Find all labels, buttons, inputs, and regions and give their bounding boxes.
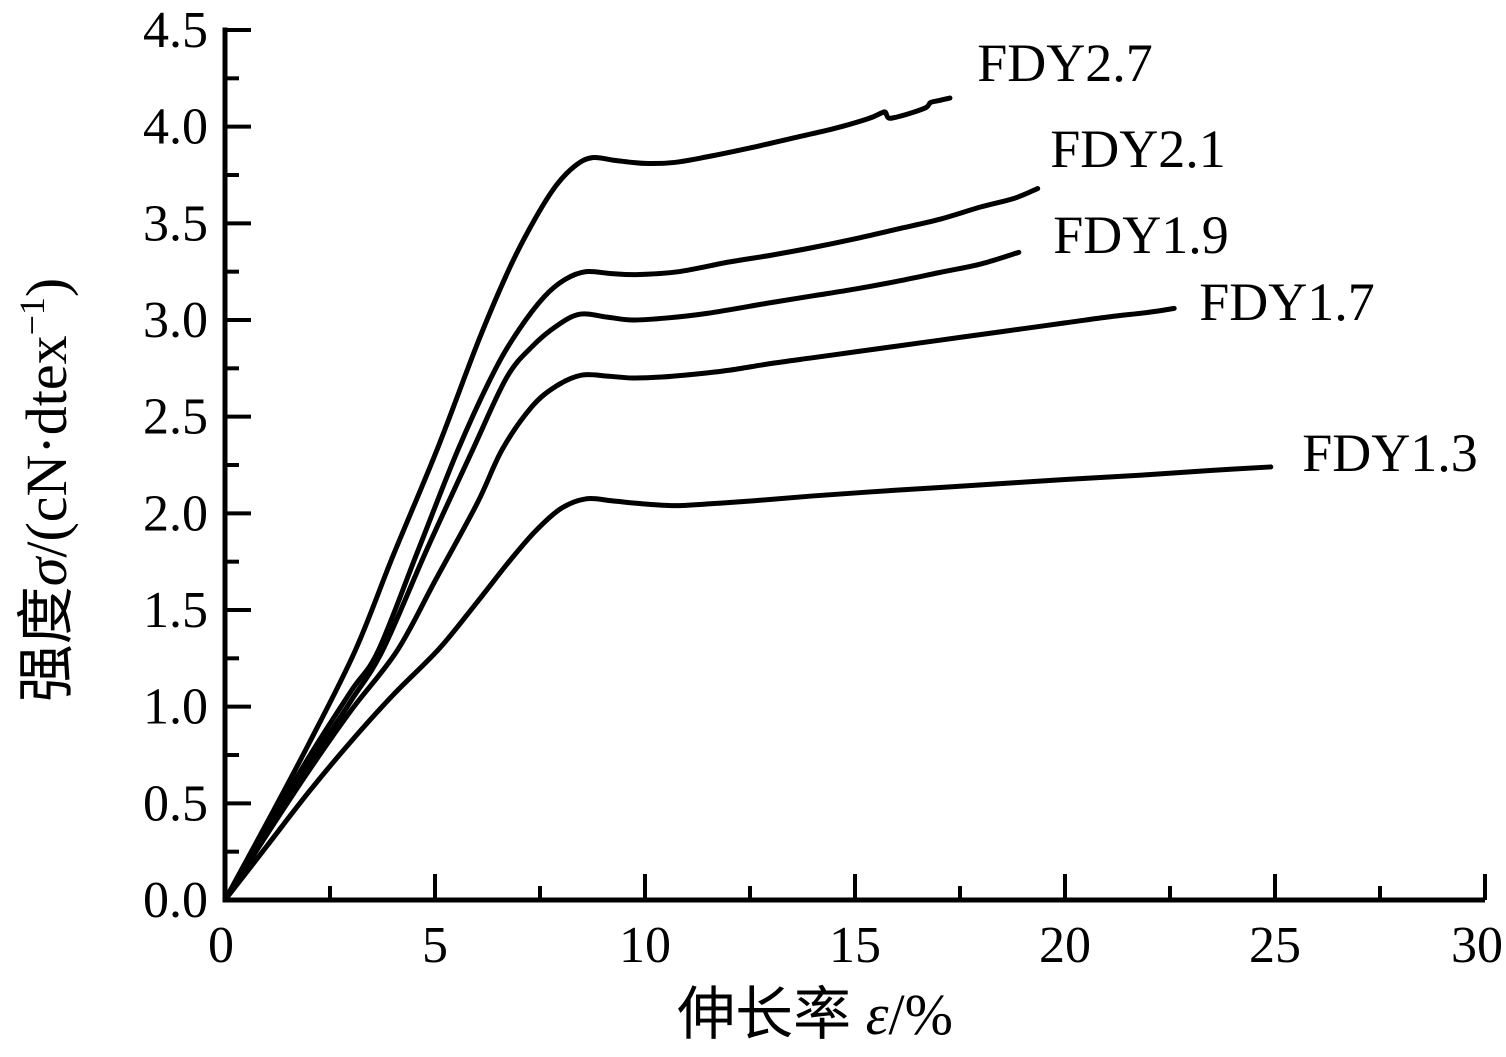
y-axis-title: 强度σ/(cN·dtex−1)	[12, 278, 79, 703]
y-tick-label: 4.5	[143, 2, 208, 59]
curve-fdy2-7	[222, 95, 953, 903]
y-tick-label: 0.0	[143, 872, 208, 929]
x-tick-label: 0	[208, 917, 234, 974]
tick-labels-group: 0.0 0.5 1.0 1.5 2.0 2.5 3.0 3.5 4.0 4.5 0 5 10 15 20 25…	[143, 2, 1503, 974]
x-tick-label: 30	[1451, 917, 1503, 974]
y-tick-label: 4.0	[143, 99, 208, 156]
x-tick-label: 10	[619, 917, 671, 974]
curve-label-fdy2-1: FDY2.1	[1050, 119, 1226, 179]
curve-fdy1-7	[222, 305, 1177, 903]
y-tick-label: 1.0	[143, 679, 208, 736]
x-tick-label: 20	[1039, 917, 1091, 974]
y-tick-label: 1.5	[143, 582, 208, 639]
curve-fdy1-3	[222, 464, 1274, 903]
y-tick-label: 0.5	[143, 775, 208, 832]
curves-group	[222, 95, 1274, 903]
curve-label-fdy1-7: FDY1.7	[1199, 272, 1375, 332]
x-tick-label: 25	[1249, 917, 1301, 974]
curve-label-fdy1-9: FDY1.9	[1053, 205, 1229, 265]
x-tick-label: 15	[829, 917, 881, 974]
y-tick-label: 2.0	[143, 485, 208, 542]
x-axis-title: 伸长率 ε/%	[677, 982, 953, 1047]
curve-fdy2-1	[222, 186, 1041, 903]
curve-label-fdy1-3: FDY1.3	[1302, 423, 1478, 483]
y-tick-label: 3.5	[143, 195, 208, 252]
curve-labels-group: FDY2.7 FDY2.1 FDY1.9 FDY1.7 FDY1.3	[977, 33, 1478, 483]
y-tick-label: 3.0	[143, 292, 208, 349]
curve-label-fdy2-7: FDY2.7	[977, 33, 1153, 93]
curve-fdy1-9	[222, 249, 1022, 903]
y-tick-label: 2.5	[143, 389, 208, 446]
x-tick-label: 5	[422, 917, 448, 974]
